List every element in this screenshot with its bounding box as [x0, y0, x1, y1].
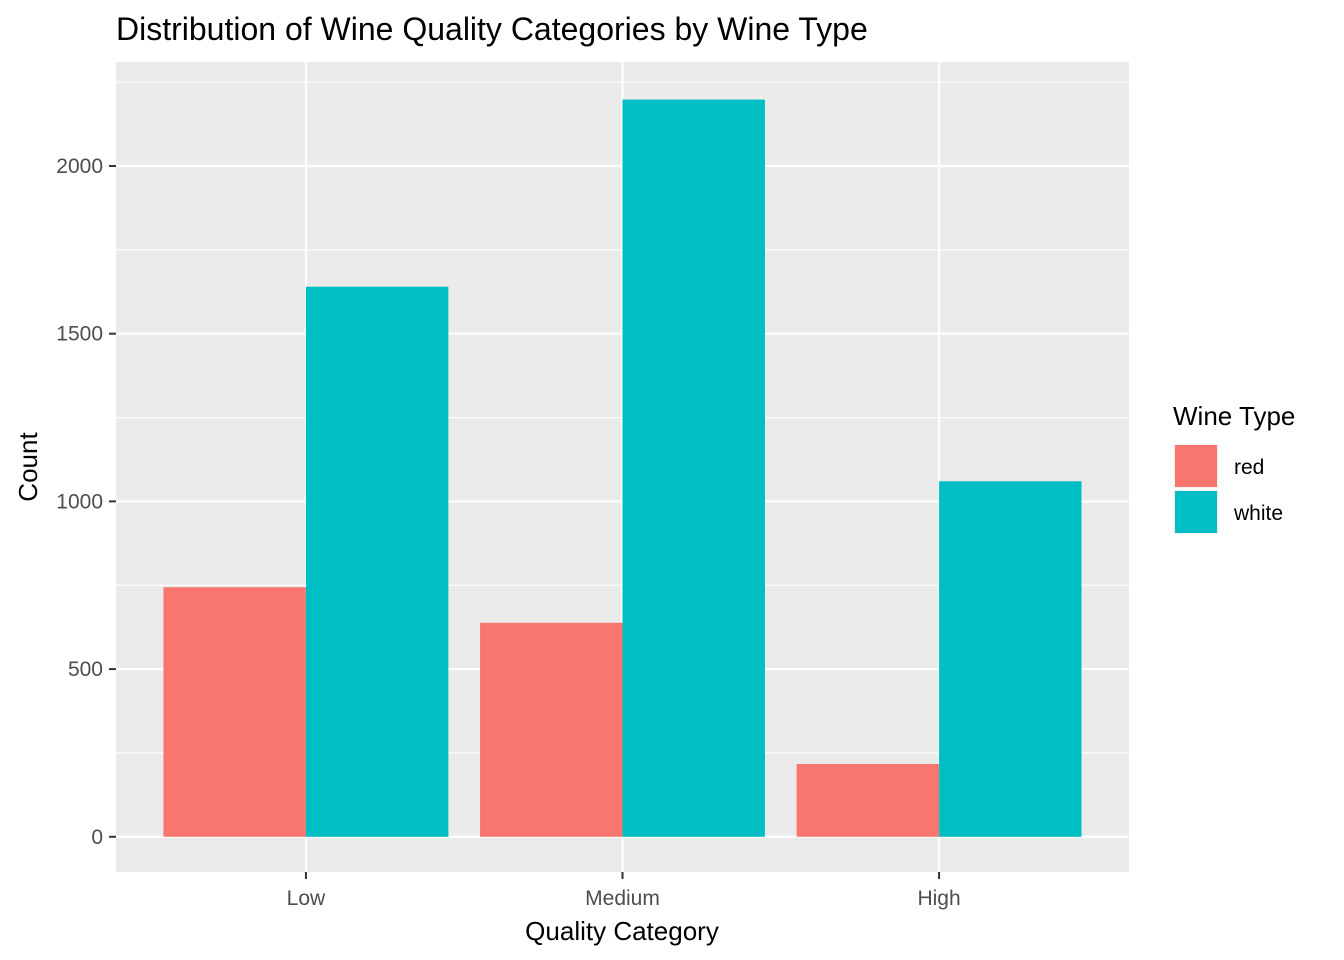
bar-red-medium	[480, 622, 623, 837]
y-tick-label: 2000	[56, 155, 103, 178]
x-tick-label: High	[917, 887, 960, 910]
legend-title: Wine Type	[1173, 401, 1295, 431]
x-axis-title: Quality Category	[525, 916, 719, 946]
x-tick-label: Low	[287, 887, 326, 910]
y-tick-label: 500	[68, 658, 103, 681]
chart-title: Distribution of Wine Quality Categories …	[116, 11, 868, 47]
y-axis: 0 500 1000 1500 2000	[56, 155, 116, 849]
bar-red-low	[163, 587, 306, 837]
y-tick-label: 1000	[56, 490, 103, 513]
bars	[163, 99, 1082, 837]
y-tick-label: 0	[91, 826, 103, 849]
legend-label-white: white	[1233, 502, 1283, 525]
bar-white-medium	[622, 99, 765, 837]
bar-white-high	[939, 481, 1082, 837]
y-tick-label: 1500	[56, 323, 103, 346]
bar-red-high	[796, 764, 940, 837]
legend-label-red: red	[1234, 456, 1264, 479]
y-axis-title: Count	[13, 432, 43, 502]
legend: Wine Type red white	[1173, 401, 1295, 534]
legend-key-red	[1175, 445, 1217, 487]
bar-white-low	[305, 286, 449, 837]
legend-key-white	[1175, 491, 1217, 533]
x-tick-label: Medium	[585, 887, 660, 910]
x-axis: Low Medium High	[287, 872, 961, 910]
